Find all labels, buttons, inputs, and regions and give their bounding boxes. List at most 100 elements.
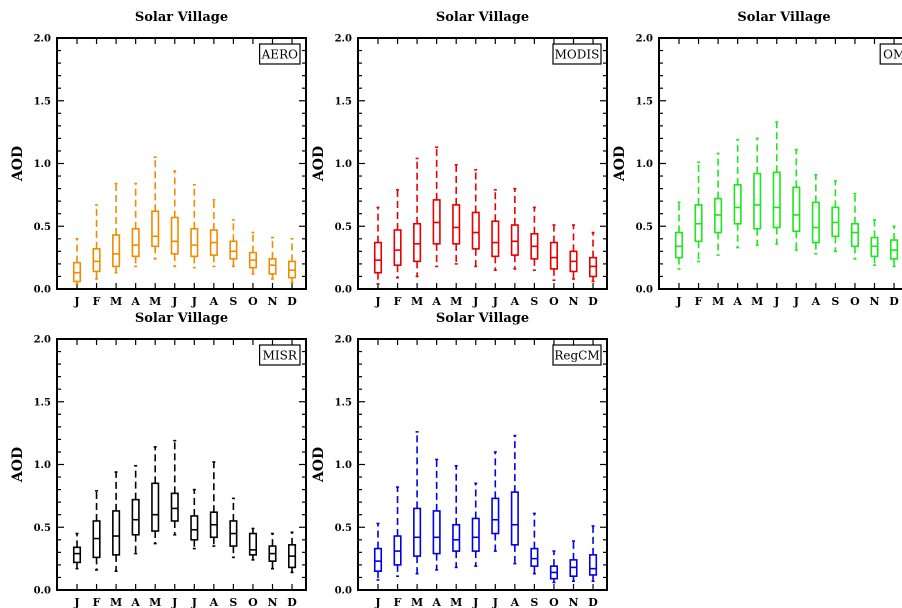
x-tick-label: A bbox=[130, 295, 140, 308]
y-tick-label: 2.0 bbox=[34, 335, 51, 346]
x-tick-label: D bbox=[889, 295, 899, 308]
x-tick-label: O bbox=[549, 596, 559, 608]
box-iqr bbox=[393, 229, 402, 266]
x-tick-label: M bbox=[450, 596, 462, 608]
box-j-6 bbox=[170, 170, 179, 268]
box-iqr bbox=[530, 547, 539, 567]
x-tick-label: J bbox=[793, 295, 799, 308]
box-m-3 bbox=[112, 471, 121, 572]
x-tick-label: J bbox=[171, 596, 177, 608]
y-tick-label: 1.5 bbox=[34, 96, 51, 107]
legend-box bbox=[552, 43, 602, 65]
box-iqr bbox=[491, 220, 500, 258]
box-m-3 bbox=[413, 157, 422, 278]
box-f-2 bbox=[393, 189, 402, 279]
box-o-10 bbox=[549, 224, 559, 282]
box-o-10 bbox=[850, 192, 860, 260]
x-tick-label: A bbox=[209, 596, 219, 608]
box-iqr bbox=[151, 210, 160, 248]
x-tick-label: A bbox=[732, 295, 742, 308]
box-s-9 bbox=[229, 219, 238, 268]
y-tick-label: 0.0 bbox=[34, 285, 51, 296]
box-f-2 bbox=[92, 490, 101, 571]
y-axis-label: AOD bbox=[10, 447, 26, 483]
box-iqr bbox=[510, 224, 519, 256]
box-iqr bbox=[792, 186, 801, 233]
x-tick-label: M bbox=[450, 295, 462, 308]
x-tick-label: J bbox=[73, 596, 79, 608]
x-tick-label: J bbox=[773, 295, 779, 308]
box-iqr bbox=[229, 240, 238, 260]
box-iqr bbox=[413, 507, 422, 557]
box-j-6 bbox=[170, 439, 179, 536]
x-tick-label: A bbox=[510, 295, 520, 308]
box-n-11 bbox=[268, 236, 277, 280]
box-iqr bbox=[112, 510, 121, 556]
x-tick-label: S bbox=[831, 295, 839, 308]
box-a-8 bbox=[510, 434, 519, 565]
box-iqr bbox=[753, 172, 762, 230]
x-tick-label: A bbox=[209, 295, 219, 308]
legend-label: AERO bbox=[261, 48, 298, 62]
box-m-3 bbox=[714, 152, 723, 256]
x-tick-label: D bbox=[588, 596, 598, 608]
box-s-9 bbox=[530, 206, 539, 271]
plot-frame bbox=[56, 37, 307, 290]
y-tick-label: 1.5 bbox=[636, 96, 653, 107]
box-o-10 bbox=[549, 550, 559, 584]
plot-frame bbox=[357, 338, 608, 591]
box-j-7 bbox=[792, 148, 801, 251]
legend-label: RegCM bbox=[554, 349, 599, 363]
x-tick-label: M bbox=[411, 295, 423, 308]
y-tick-label: 1.0 bbox=[335, 159, 352, 170]
x-tick-label: M bbox=[751, 295, 763, 308]
box-a-4 bbox=[131, 464, 140, 555]
x-tick-label: F bbox=[695, 295, 703, 308]
box-iqr bbox=[432, 510, 441, 555]
box-j-6 bbox=[471, 482, 480, 567]
box-iqr bbox=[92, 248, 101, 273]
y-tick-label: 2.0 bbox=[335, 335, 352, 346]
box-iqr bbox=[549, 241, 559, 270]
box-iqr bbox=[491, 497, 500, 535]
x-tick-label: F bbox=[394, 596, 402, 608]
box-m-5 bbox=[452, 464, 461, 569]
box-a-4 bbox=[733, 138, 742, 249]
box-a-8 bbox=[811, 173, 820, 255]
y-tick-label: 1.0 bbox=[335, 460, 352, 471]
box-iqr bbox=[190, 227, 199, 258]
box-m-5 bbox=[452, 163, 461, 265]
box-d-12 bbox=[588, 525, 598, 583]
legend-label: MODIS bbox=[555, 48, 600, 62]
x-tick-label: F bbox=[93, 295, 101, 308]
y-axis-label: AOD bbox=[311, 447, 327, 483]
y-tick-label: 0.5 bbox=[34, 222, 51, 233]
box-iqr bbox=[268, 258, 277, 275]
legend-box bbox=[552, 344, 602, 366]
legend-label: MISR bbox=[263, 349, 298, 363]
x-tick-label: M bbox=[411, 596, 423, 608]
x-tick-label: O bbox=[549, 295, 559, 308]
x-tick-label: J bbox=[472, 295, 478, 308]
x-tick-label: M bbox=[149, 596, 161, 608]
box-iqr bbox=[373, 241, 383, 274]
box-o-10 bbox=[248, 231, 257, 275]
box-a-8 bbox=[510, 187, 519, 270]
box-n-11 bbox=[268, 532, 277, 570]
box-j-6 bbox=[772, 121, 781, 245]
x-tick-label: J bbox=[472, 596, 478, 608]
box-iqr bbox=[151, 482, 160, 532]
box-iqr bbox=[588, 554, 598, 576]
box-f-2 bbox=[393, 486, 402, 577]
box-iqr bbox=[452, 523, 461, 552]
x-tick-label: A bbox=[811, 295, 821, 308]
y-tick-label: 0.5 bbox=[335, 523, 352, 534]
x-tick-label: F bbox=[93, 596, 101, 608]
box-m-5 bbox=[151, 446, 160, 545]
box-n-11 bbox=[569, 224, 578, 280]
x-tick-label: N bbox=[869, 295, 879, 308]
